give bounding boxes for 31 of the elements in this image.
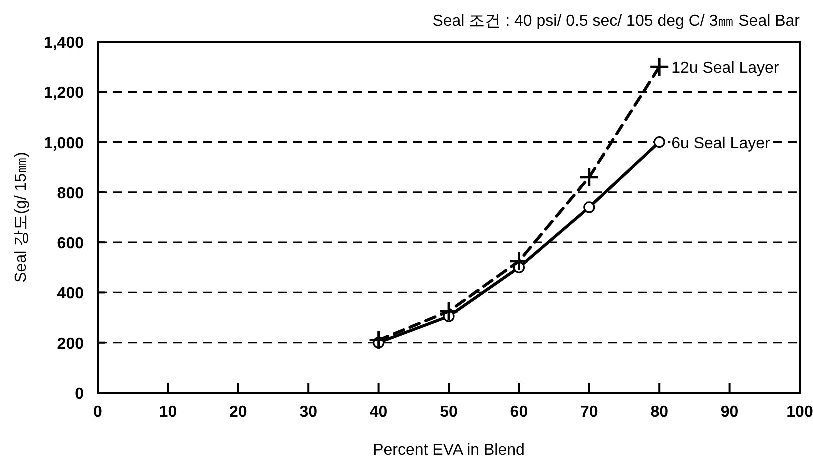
x-tick-label: 100 bbox=[786, 404, 813, 421]
point bbox=[509, 251, 530, 272]
point bbox=[579, 167, 600, 188]
point bbox=[438, 301, 460, 322]
y-tick-label: 0 bbox=[75, 386, 84, 403]
x-tick-label: 30 bbox=[300, 404, 318, 421]
y-tick-label: 1,200 bbox=[44, 85, 84, 102]
point bbox=[584, 202, 596, 214]
x-tick-label: 80 bbox=[650, 404, 669, 421]
x-tick-label: 50 bbox=[440, 404, 458, 421]
y-tick-label: 600 bbox=[57, 236, 84, 253]
y-axis-title: Seal 강도(g/ 15㎜) bbox=[13, 152, 30, 283]
y-tick-label: 400 bbox=[57, 286, 84, 303]
x-tick-label: 0 bbox=[94, 404, 103, 421]
y-tick-label: 1,000 bbox=[44, 135, 84, 152]
x-tick-label: 40 bbox=[370, 404, 388, 421]
chart-title: Seal 조건 : 40 psi/ 0.5 sec/ 105 deg C/ 3㎜ Seal Bar bbox=[432, 13, 801, 30]
y-tick-label: 800 bbox=[57, 185, 84, 202]
point bbox=[368, 330, 389, 351]
series-label: 12u Seal Layer bbox=[672, 60, 780, 78]
point bbox=[649, 56, 670, 78]
y-tick-label: 200 bbox=[57, 336, 84, 353]
x-tick-label: 20 bbox=[230, 404, 248, 421]
x-tick-label: 10 bbox=[159, 404, 178, 421]
x-axis-title: Percent EVA in Blend bbox=[373, 442, 525, 459]
point bbox=[654, 136, 666, 148]
x-tick-label: 70 bbox=[580, 404, 598, 421]
y-tick-label: 1,400 bbox=[44, 35, 84, 52]
x-tick-label: 90 bbox=[720, 404, 739, 421]
series-label: 6u Seal Layer bbox=[672, 135, 772, 152]
x-tick-label: 60 bbox=[510, 404, 528, 421]
